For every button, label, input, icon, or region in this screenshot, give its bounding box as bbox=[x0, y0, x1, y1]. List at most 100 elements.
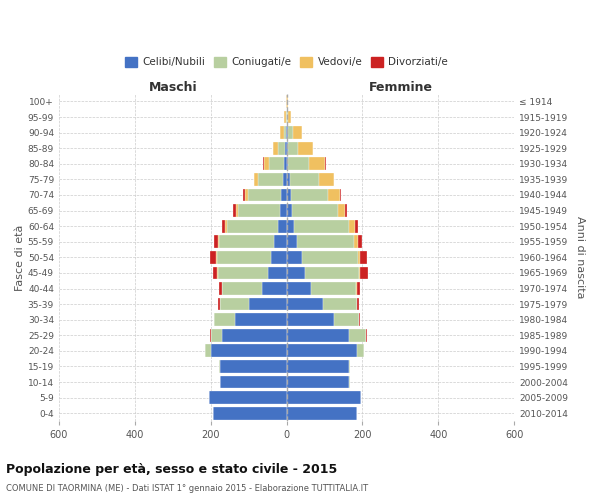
Bar bbox=[273, 142, 278, 154]
Bar bbox=[287, 126, 293, 139]
Bar bbox=[289, 110, 292, 124]
Bar bbox=[323, 298, 357, 310]
Bar bbox=[356, 282, 357, 295]
Bar bbox=[360, 266, 368, 280]
Bar bbox=[302, 251, 358, 264]
Bar bbox=[262, 282, 287, 295]
Bar bbox=[346, 204, 347, 217]
Text: Maschi: Maschi bbox=[148, 80, 197, 94]
Bar bbox=[287, 282, 311, 295]
Bar bbox=[305, 266, 359, 280]
Bar bbox=[287, 188, 291, 202]
Bar bbox=[287, 407, 357, 420]
Bar bbox=[283, 173, 287, 186]
Bar bbox=[360, 251, 367, 264]
Bar bbox=[328, 188, 340, 202]
Bar bbox=[218, 266, 268, 280]
Bar bbox=[287, 266, 305, 280]
Bar bbox=[287, 142, 298, 154]
Bar bbox=[284, 158, 287, 170]
Bar bbox=[233, 204, 236, 217]
Bar bbox=[264, 158, 269, 170]
Bar bbox=[213, 266, 217, 280]
Bar bbox=[354, 236, 358, 248]
Bar bbox=[210, 329, 211, 342]
Bar bbox=[287, 158, 289, 170]
Bar bbox=[287, 360, 349, 373]
Bar bbox=[219, 360, 220, 373]
Bar bbox=[218, 298, 220, 310]
Bar bbox=[289, 158, 310, 170]
Bar bbox=[319, 173, 334, 186]
Bar bbox=[293, 126, 302, 139]
Bar bbox=[287, 251, 302, 264]
Bar bbox=[349, 220, 355, 232]
Bar bbox=[235, 314, 287, 326]
Text: COMUNE DI TAORMINA (ME) - Dati ISTAT 1° gennaio 2015 - Elaborazione TUTTITALIA.I: COMUNE DI TAORMINA (ME) - Dati ISTAT 1° … bbox=[6, 484, 368, 493]
Bar bbox=[245, 188, 248, 202]
Bar bbox=[222, 329, 287, 342]
Bar bbox=[287, 344, 357, 357]
Bar bbox=[258, 173, 283, 186]
Bar bbox=[218, 236, 220, 248]
Bar bbox=[212, 407, 287, 420]
Bar bbox=[355, 220, 358, 232]
Bar bbox=[220, 236, 274, 248]
Bar bbox=[358, 236, 362, 248]
Bar bbox=[210, 251, 217, 264]
Bar bbox=[349, 329, 366, 342]
Bar bbox=[278, 220, 287, 232]
Bar bbox=[292, 204, 338, 217]
Bar bbox=[359, 266, 360, 280]
Bar bbox=[205, 344, 211, 357]
Bar bbox=[220, 360, 287, 373]
Bar bbox=[338, 204, 346, 217]
Bar bbox=[287, 173, 290, 186]
Bar bbox=[269, 158, 284, 170]
Bar bbox=[268, 266, 287, 280]
Bar bbox=[286, 126, 287, 139]
Bar bbox=[211, 329, 222, 342]
Bar bbox=[214, 236, 218, 248]
Bar bbox=[297, 236, 354, 248]
Bar bbox=[220, 376, 287, 388]
Bar bbox=[209, 391, 287, 404]
Bar bbox=[286, 110, 287, 124]
Bar bbox=[280, 204, 287, 217]
Bar bbox=[287, 391, 361, 404]
Bar bbox=[287, 314, 334, 326]
Bar bbox=[271, 251, 287, 264]
Bar bbox=[284, 126, 286, 139]
Bar bbox=[248, 188, 281, 202]
Y-axis label: Fasce di età: Fasce di età bbox=[15, 224, 25, 290]
Bar bbox=[220, 298, 248, 310]
Bar bbox=[217, 251, 271, 264]
Bar bbox=[290, 173, 319, 186]
Bar bbox=[274, 236, 287, 248]
Bar bbox=[287, 329, 349, 342]
Bar bbox=[284, 110, 286, 124]
Bar bbox=[334, 314, 359, 326]
Text: Popolazione per età, sesso e stato civile - 2015: Popolazione per età, sesso e stato civil… bbox=[6, 462, 337, 475]
Bar bbox=[357, 344, 364, 357]
Bar bbox=[211, 344, 287, 357]
Bar bbox=[281, 188, 287, 202]
Bar bbox=[222, 282, 262, 295]
Bar bbox=[310, 158, 325, 170]
Bar bbox=[243, 188, 245, 202]
Bar bbox=[287, 376, 349, 388]
Bar bbox=[340, 188, 341, 202]
Bar bbox=[217, 266, 218, 280]
Bar bbox=[248, 298, 287, 310]
Bar bbox=[294, 220, 349, 232]
Y-axis label: Anni di nascita: Anni di nascita bbox=[575, 216, 585, 298]
Bar bbox=[298, 142, 313, 154]
Bar bbox=[349, 360, 350, 373]
Legend: Celibi/Nubili, Coniugati/e, Vedovi/e, Divorziati/e: Celibi/Nubili, Coniugati/e, Vedovi/e, Di… bbox=[121, 53, 452, 72]
Bar bbox=[291, 188, 328, 202]
Bar bbox=[357, 298, 359, 310]
Bar bbox=[280, 126, 284, 139]
Bar bbox=[287, 298, 323, 310]
Bar bbox=[236, 204, 238, 217]
Bar bbox=[238, 204, 280, 217]
